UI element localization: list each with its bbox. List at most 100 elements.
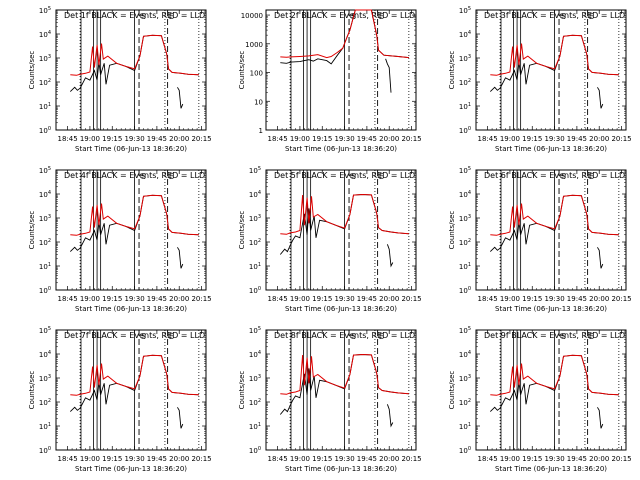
y-tick-label: 100 <box>250 70 263 78</box>
y-tick-label: 101 <box>39 422 51 431</box>
y-tick-label: 104 <box>39 190 51 199</box>
y-tick-label: 101 <box>459 102 471 111</box>
x-tick-label: 19:45 <box>357 135 377 143</box>
x-tick-label: 20:00 <box>589 455 609 463</box>
x-tick-label: 20:15 <box>401 455 421 463</box>
y-tick-label: 105 <box>39 166 51 175</box>
y-tick-label: 104 <box>39 350 51 359</box>
events-series-tail <box>177 247 184 269</box>
x-tick-label: 20:00 <box>379 295 399 303</box>
x-tick-label: 19:00 <box>80 455 100 463</box>
y-tick-label: 100 <box>459 286 471 295</box>
y-tick-label: 103 <box>459 214 471 223</box>
x-tick-label: 20:00 <box>379 135 399 143</box>
interval-marker-label: S <box>141 12 146 21</box>
x-tick-label: 20:00 <box>169 455 189 463</box>
x-tick-label: 19:00 <box>290 455 310 463</box>
events-series-tail <box>597 407 604 429</box>
y-tick-label: 1000 <box>245 41 263 49</box>
y-tick-label: 105 <box>39 326 51 335</box>
plot-frame <box>265 169 417 291</box>
y-tick-label: 1 <box>259 127 263 135</box>
y-tick-label: 103 <box>459 374 471 383</box>
x-tick-label: 18:45 <box>58 455 78 463</box>
y-tick-label: 105 <box>459 326 471 335</box>
x-tick-label: 19:15 <box>522 135 542 143</box>
x-tick-label: 20:15 <box>611 455 631 463</box>
interval-marker-label: E <box>169 332 174 341</box>
y-tick-label: 103 <box>39 374 51 383</box>
lld-series-line <box>70 354 199 396</box>
y-axis-label: Counts/sec <box>28 51 36 90</box>
y-axis-label: Counts/sec <box>448 51 456 90</box>
x-tick-label: 20:00 <box>589 135 609 143</box>
x-tick-label: 19:15 <box>522 455 542 463</box>
x-tick-label: 19:00 <box>290 135 310 143</box>
interval-marker-label: S <box>351 172 356 181</box>
y-tick-label: 103 <box>249 374 261 383</box>
x-tick-label: 18:45 <box>268 295 288 303</box>
x-axis-label: Start Time (06-Jun-13 18:36:20) <box>495 145 607 153</box>
x-tick-label: 19:00 <box>500 135 520 143</box>
x-tick-label: 18:45 <box>268 135 288 143</box>
x-tick-label: 18:45 <box>478 135 498 143</box>
panel-det-9: Det 9f BLACK = Events, RED = LLD10010110… <box>448 326 632 473</box>
x-tick-label: 20:15 <box>191 295 211 303</box>
panel-det-5: Det 5f BLACK = Events, RED = LLD10010110… <box>238 166 422 313</box>
y-tick-label: 103 <box>249 214 261 223</box>
x-tick-label: 19:30 <box>334 455 354 463</box>
x-axis-label: Start Time (06-Jun-13 18:36:20) <box>285 145 397 153</box>
events-series-tail <box>177 87 184 109</box>
x-axis-label: Start Time (06-Jun-13 18:36:20) <box>495 305 607 313</box>
y-tick-label: 103 <box>39 214 51 223</box>
y-tick-label: 10000 <box>241 12 263 20</box>
x-axis-label: Start Time (06-Jun-13 18:36:20) <box>285 305 397 313</box>
y-axis-label: Counts/sec <box>238 51 246 90</box>
x-tick-label: 19:45 <box>357 455 377 463</box>
y-axis-label: Counts/sec <box>28 211 36 250</box>
lld-series-line <box>280 193 409 235</box>
x-tick-label: 20:15 <box>401 295 421 303</box>
x-tick-label: 19:00 <box>500 295 520 303</box>
y-tick-label: 10 <box>254 98 263 106</box>
panel-det-4: Det 4f BLACK = Events, RED = LLD10010110… <box>28 166 212 313</box>
y-tick-label: 102 <box>459 398 471 407</box>
plot-frame <box>55 329 207 451</box>
y-tick-label: 100 <box>459 126 471 135</box>
panel-det-3: Det 3f BLACK = Events, RED = LLD10010110… <box>448 6 632 153</box>
events-series-tail <box>386 404 394 428</box>
x-tick-label: 19:15 <box>102 455 122 463</box>
x-tick-label: 19:30 <box>124 135 144 143</box>
plot-frame <box>265 9 417 131</box>
x-tick-label: 19:00 <box>290 295 310 303</box>
x-tick-label: 19:30 <box>544 295 564 303</box>
y-tick-label: 104 <box>459 350 471 359</box>
x-tick-label: 20:15 <box>611 295 631 303</box>
plot-frame <box>475 169 627 291</box>
lld-series-line <box>490 354 619 396</box>
lld-series-line <box>70 34 199 76</box>
y-tick-label: 102 <box>249 238 261 247</box>
x-tick-label: 19:15 <box>312 455 332 463</box>
y-tick-label: 102 <box>459 238 471 247</box>
x-tick-label: 19:15 <box>102 295 122 303</box>
x-tick-label: 18:45 <box>58 295 78 303</box>
y-tick-label: 101 <box>249 422 261 431</box>
y-axis-label: Counts/sec <box>238 211 246 250</box>
panel-det-1: Det 1f BLACK = Events, RED = LLD10010110… <box>28 6 212 153</box>
x-tick-label: 18:45 <box>478 455 498 463</box>
x-tick-label: 19:00 <box>80 295 100 303</box>
interval-marker-label: S <box>561 12 566 21</box>
lld-series-line <box>490 194 619 236</box>
plot-frame <box>475 329 627 451</box>
x-tick-label: 20:15 <box>611 135 631 143</box>
events-series-tail <box>177 407 184 429</box>
lld-series-line <box>280 353 409 395</box>
x-tick-label: 20:15 <box>401 135 421 143</box>
y-tick-label: 100 <box>39 126 51 135</box>
x-tick-label: 19:30 <box>334 135 354 143</box>
x-tick-label: 20:00 <box>169 135 189 143</box>
y-tick-label: 104 <box>249 190 261 199</box>
y-tick-label: 101 <box>249 262 261 271</box>
x-axis-label: Start Time (06-Jun-13 18:36:20) <box>75 305 187 313</box>
